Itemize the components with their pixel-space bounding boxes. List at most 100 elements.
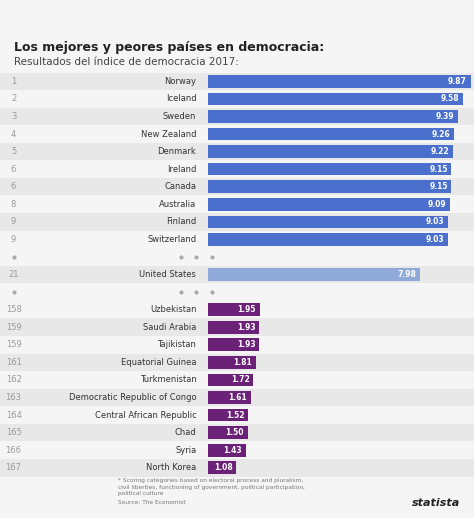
Bar [208, 75, 471, 88]
Bar [0, 231, 474, 248]
Text: 1.93: 1.93 [237, 323, 255, 332]
Text: Source: The Economist: Source: The Economist [118, 500, 186, 505]
Text: New Zealand: New Zealand [141, 130, 196, 138]
Bar [0, 213, 474, 231]
Text: civil liberties, functioning of government, political participation,: civil liberties, functioning of governme… [118, 484, 305, 490]
Bar [208, 304, 260, 316]
Text: Denmark: Denmark [158, 147, 196, 156]
Bar [208, 180, 451, 193]
Text: Norway: Norway [164, 77, 196, 86]
Bar [0, 108, 474, 125]
Bar [0, 301, 474, 319]
Bar [0, 371, 474, 388]
Bar [208, 233, 448, 246]
Bar [208, 215, 448, 228]
Text: 6: 6 [11, 182, 16, 191]
Text: Democratic Republic of Congo: Democratic Republic of Congo [69, 393, 196, 402]
Text: * Scoring categories based on electoral process and pluralism,: * Scoring categories based on electoral … [118, 478, 304, 483]
Bar [0, 388, 474, 406]
Text: 7.98: 7.98 [398, 270, 417, 279]
Bar [208, 356, 256, 369]
Bar [0, 178, 474, 195]
Text: 1.52: 1.52 [226, 411, 245, 420]
Bar [208, 110, 458, 123]
Text: 9.22: 9.22 [431, 147, 450, 156]
Text: 9: 9 [11, 218, 16, 226]
Text: United States: United States [139, 270, 196, 279]
Text: 9: 9 [11, 235, 16, 244]
Text: Ireland: Ireland [167, 165, 196, 174]
Text: Switzerland: Switzerland [147, 235, 196, 244]
Bar [208, 338, 259, 351]
Text: 164: 164 [6, 411, 21, 420]
Bar [208, 391, 251, 404]
Bar [208, 163, 451, 176]
Text: Tajikistan: Tajikistan [157, 340, 196, 349]
Bar [0, 441, 474, 459]
Bar [208, 268, 420, 281]
Bar [0, 90, 474, 108]
Text: 1.61: 1.61 [228, 393, 247, 402]
Bar [0, 125, 474, 143]
Text: Central African Republic: Central African Republic [95, 411, 196, 420]
Text: Iceland: Iceland [166, 94, 196, 104]
Text: 1: 1 [11, 77, 16, 86]
Text: North Korea: North Korea [146, 463, 196, 472]
Bar [0, 319, 474, 336]
Text: 1.08: 1.08 [214, 463, 233, 472]
Text: 163: 163 [6, 393, 21, 402]
Bar [208, 426, 247, 439]
Text: Los mejores y peores países en democracia:: Los mejores y peores países en democraci… [14, 41, 325, 54]
Text: 4: 4 [11, 130, 16, 138]
Text: 159: 159 [6, 323, 21, 332]
Text: 159: 159 [6, 340, 21, 349]
Bar [0, 283, 474, 301]
Bar [208, 373, 254, 386]
Bar [0, 406, 474, 424]
Text: 9.15: 9.15 [429, 165, 448, 174]
Text: Finland: Finland [166, 218, 196, 226]
Text: Sweden: Sweden [163, 112, 196, 121]
Text: 9.39: 9.39 [436, 112, 454, 121]
Text: Chad: Chad [174, 428, 196, 437]
Text: Saudi Arabia: Saudi Arabia [143, 323, 196, 332]
Text: political culture: political culture [118, 491, 164, 496]
Text: Resultados del índice de democracia 2017:: Resultados del índice de democracia 2017… [14, 57, 239, 67]
Text: 1.72: 1.72 [231, 376, 250, 384]
Text: 6: 6 [11, 165, 16, 174]
Bar [208, 321, 259, 334]
Bar [0, 248, 474, 266]
Text: 8: 8 [11, 200, 16, 209]
Bar [208, 145, 453, 158]
Bar [0, 336, 474, 354]
Text: 21: 21 [8, 270, 19, 279]
Bar [208, 462, 237, 474]
Text: 9.03: 9.03 [426, 235, 445, 244]
Bar [0, 354, 474, 371]
Text: 9.26: 9.26 [432, 130, 451, 138]
Text: 1.95: 1.95 [237, 305, 256, 314]
Text: 1.93: 1.93 [237, 340, 255, 349]
Bar [0, 73, 474, 90]
Text: 158: 158 [6, 305, 21, 314]
Bar [0, 459, 474, 477]
Text: Syria: Syria [175, 445, 196, 455]
Text: Australia: Australia [159, 200, 196, 209]
Bar [208, 198, 450, 211]
Text: Uzbekistan: Uzbekistan [150, 305, 196, 314]
Text: 9.03: 9.03 [426, 218, 445, 226]
Bar [0, 266, 474, 283]
Bar [0, 424, 474, 441]
Bar [0, 143, 474, 161]
Text: statista: statista [411, 498, 460, 508]
Bar [208, 409, 248, 422]
Text: Canada: Canada [164, 182, 196, 191]
Bar [208, 127, 454, 140]
Text: 1.50: 1.50 [226, 428, 244, 437]
Text: 9.58: 9.58 [440, 94, 459, 104]
Text: 5: 5 [11, 147, 16, 156]
Bar [0, 195, 474, 213]
Text: 161: 161 [6, 358, 21, 367]
Text: Equatorial Guinea: Equatorial Guinea [121, 358, 196, 367]
Bar [0, 161, 474, 178]
